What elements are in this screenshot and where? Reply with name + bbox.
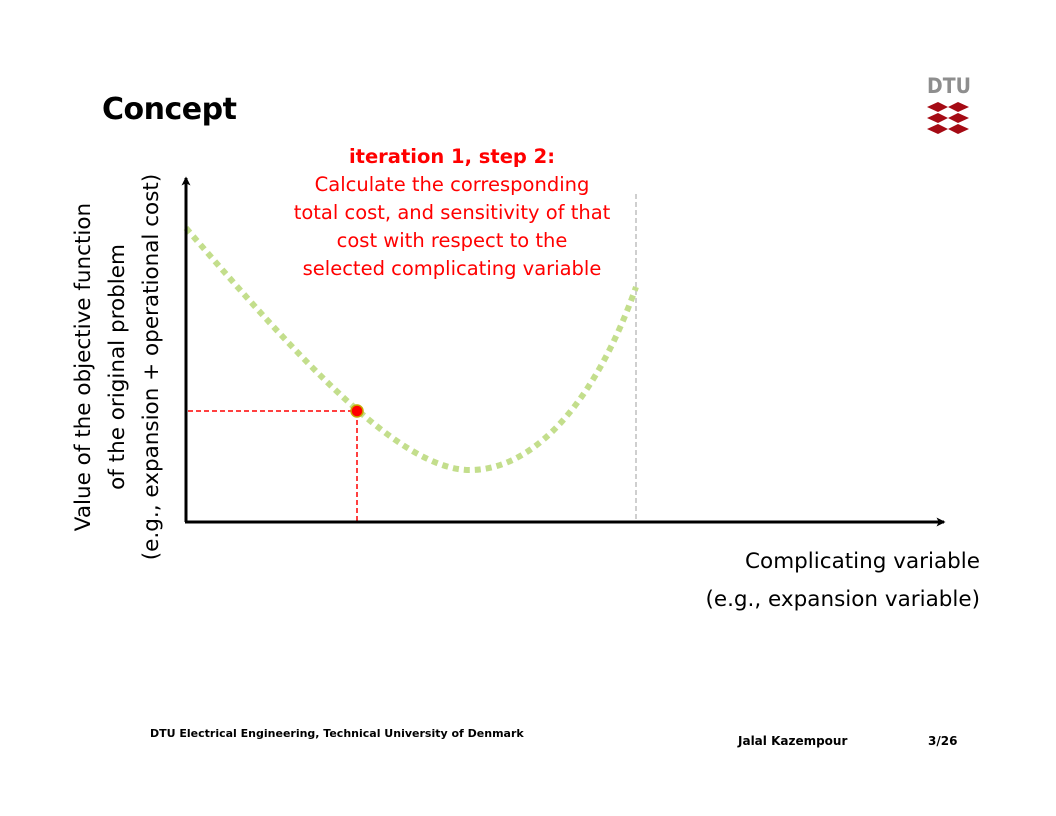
y-axis-label-line: of the original problem [105, 244, 130, 490]
annotation-line: Calculate the corresponding [314, 173, 590, 196]
objective-curve [183, 226, 639, 474]
selected-point [350, 404, 364, 418]
footer-page-number: 3/26 [928, 734, 958, 748]
y-axis-label-line: Value of the objective function [71, 202, 96, 532]
footer-institution: DTU Electrical Engineering, Technical Un… [150, 727, 524, 740]
annotation-line: selected complicating variable [302, 257, 602, 280]
step-annotation: iteration 1, step 2: Calculate the corre… [262, 143, 642, 283]
x-axis-label: Complicating variable (e.g., expansion v… [640, 543, 980, 619]
dtu-logo: DTU [924, 74, 972, 136]
footer-author: Jalal Kazempour [738, 734, 848, 748]
annotation-line: total cost, and sensitivity of that [293, 201, 611, 224]
y-axis-label-line: (e.g., expansion + operational cost) [139, 173, 164, 561]
x-axis-label-line: Complicating variable [745, 549, 980, 574]
x-axis-label-line: (e.g., expansion variable) [705, 587, 980, 612]
annotation-line: cost with respect to the [336, 229, 568, 252]
dtu-logo-text: DTU [927, 74, 971, 98]
annotation-heading: iteration 1, step 2: [348, 145, 556, 168]
slide-title: Concept [102, 92, 237, 127]
dtu-logo-waves-icon [927, 102, 969, 134]
